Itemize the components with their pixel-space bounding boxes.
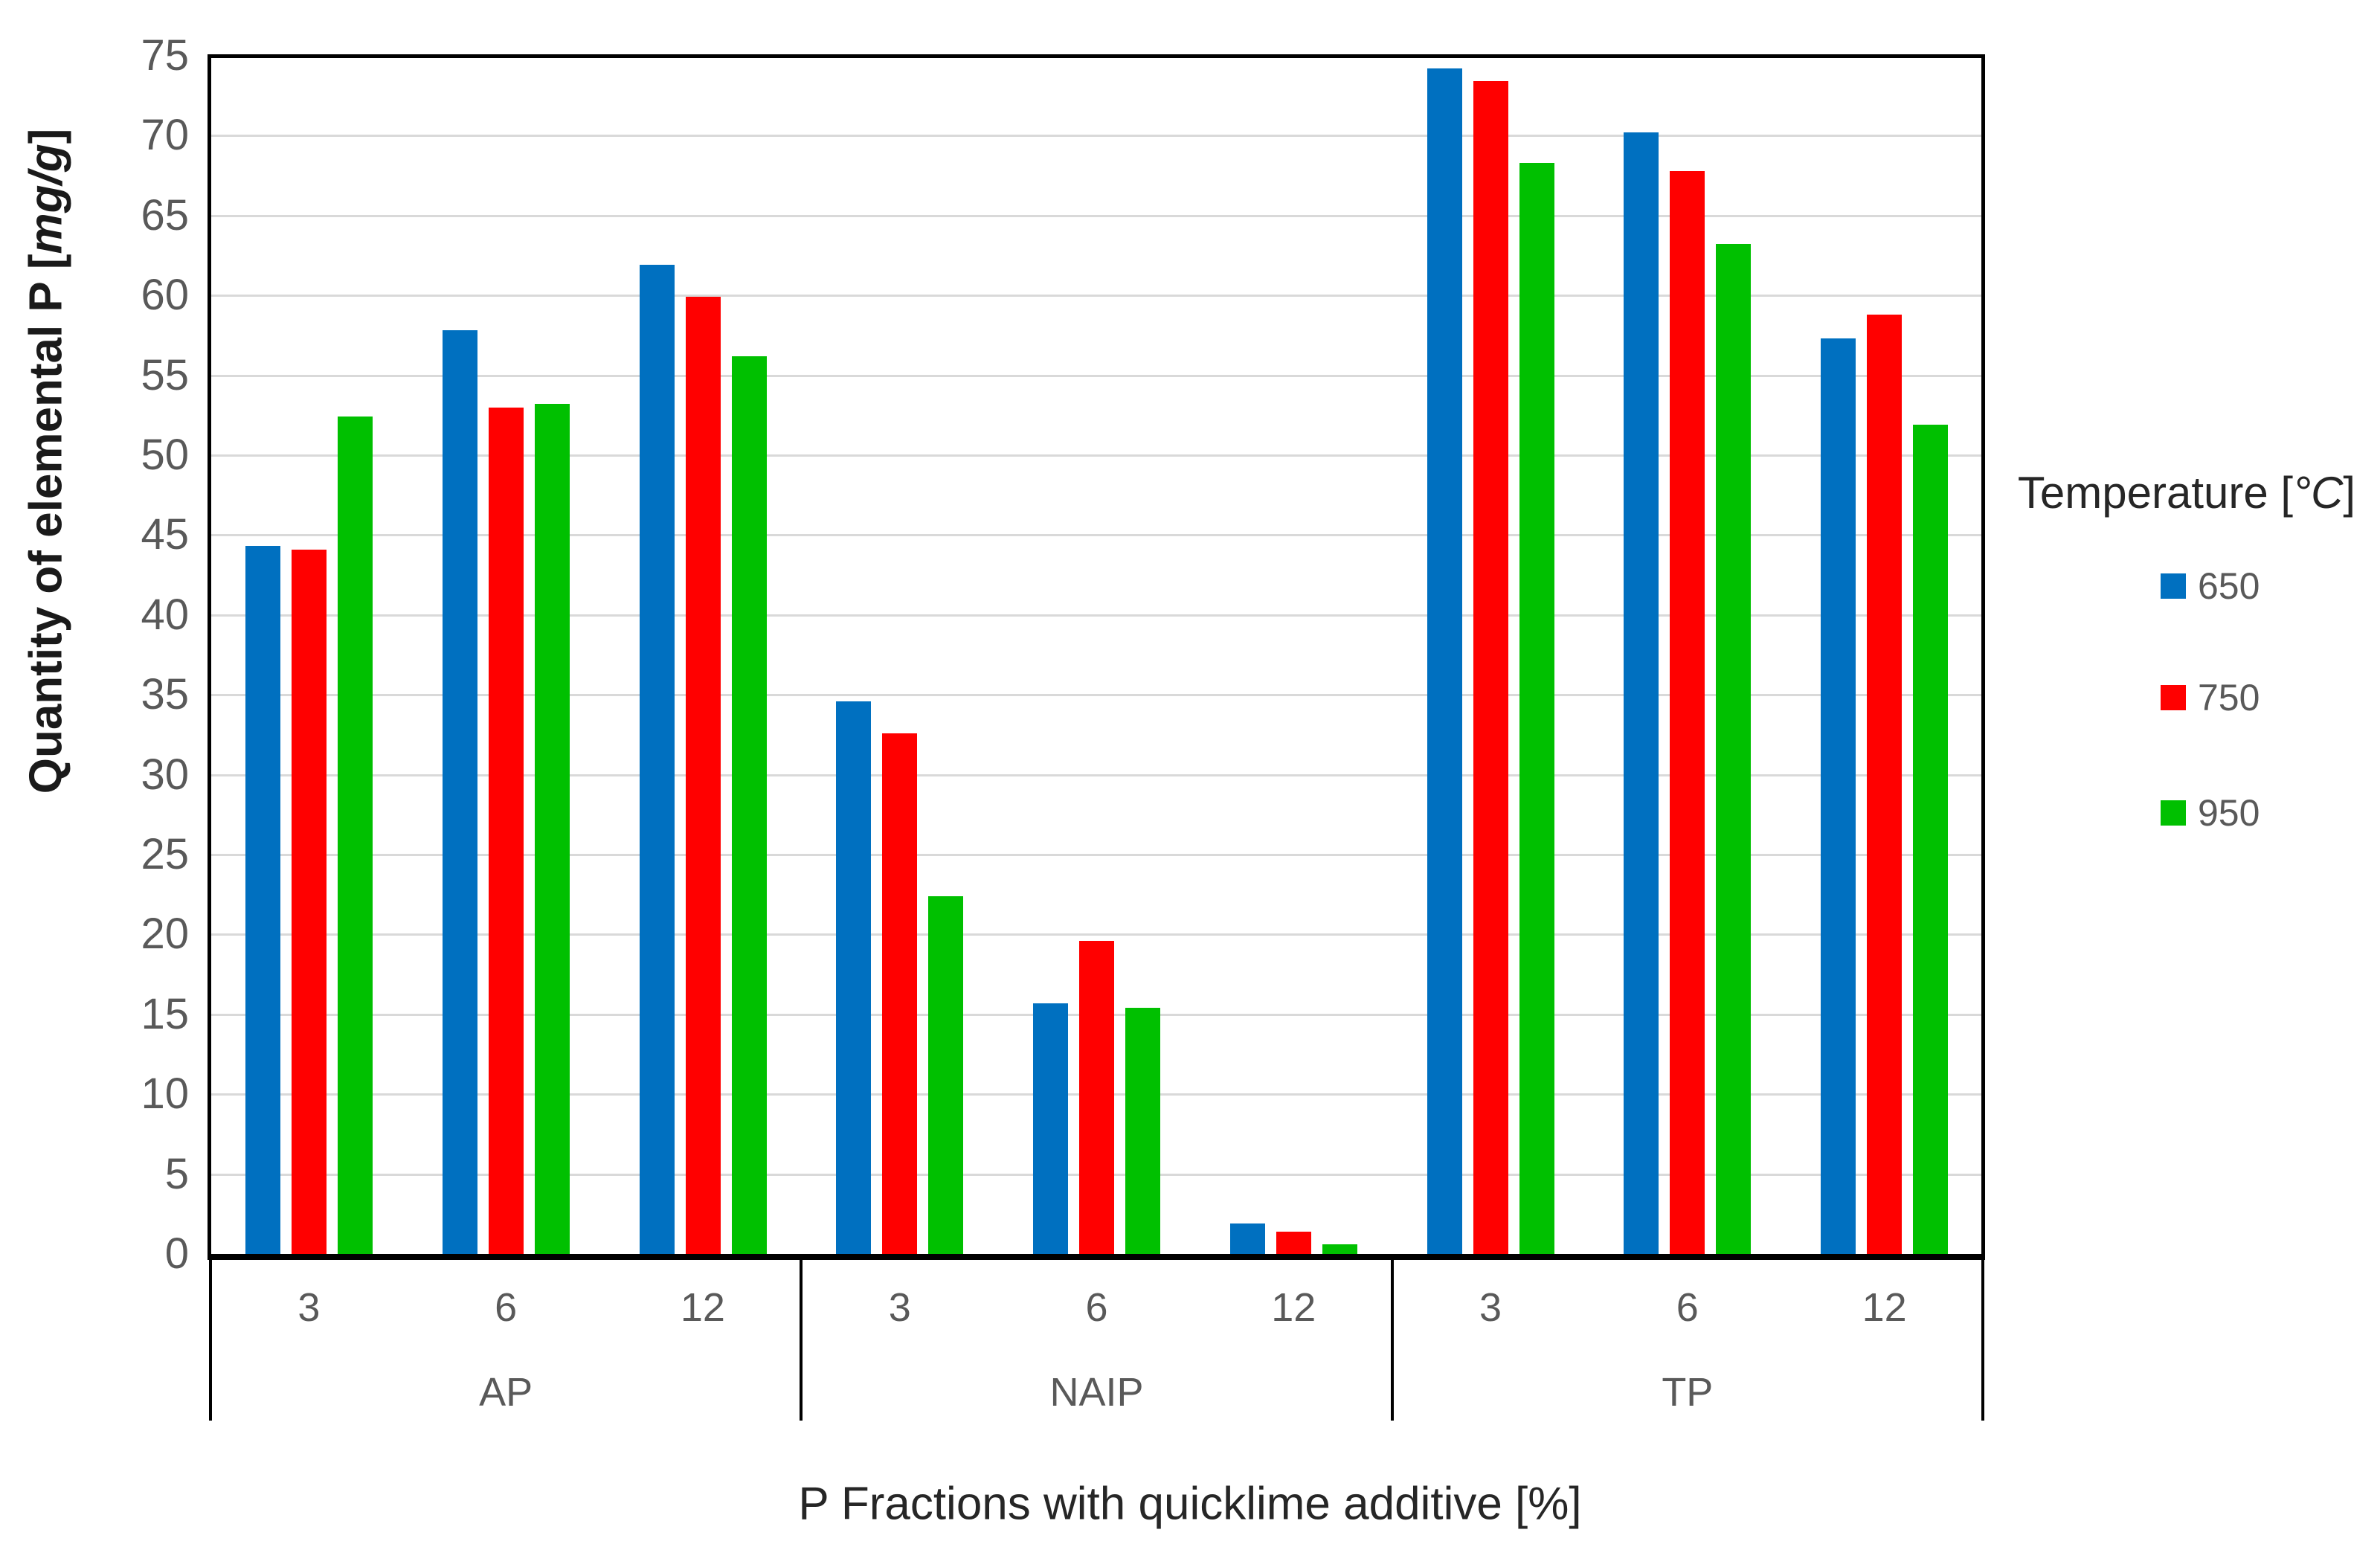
x-axis-line (208, 1254, 1985, 1260)
y-tick-label-40: 40 (141, 590, 189, 639)
legend-item-750: 750 (2161, 679, 2260, 716)
x-category-label-NAIP-3: 3 (888, 1285, 911, 1330)
y-tick-label-45: 45 (141, 510, 189, 559)
bar-NAIP-6-950 (1125, 1008, 1161, 1254)
bar-TP-6-650 (1624, 132, 1659, 1254)
x-category-label-AP-6: 6 (495, 1285, 518, 1330)
y-tick-label-30: 30 (141, 750, 189, 799)
gridline-65 (210, 214, 1983, 217)
category-divider-3 (800, 1254, 803, 1421)
bar-NAIP-12-650 (1229, 1223, 1265, 1254)
gridline-35 (210, 694, 1983, 697)
bar-NAIP-6-750 (1079, 940, 1115, 1254)
bar-TP-3-750 (1473, 81, 1508, 1254)
bar-TP-3-650 (1427, 68, 1462, 1254)
x-group-label-TP: TP (1662, 1370, 1714, 1415)
bar-NAIP-3-650 (836, 701, 872, 1254)
legend-swatch-750 (2161, 685, 2186, 710)
x-category-label-TP-3: 3 (1479, 1285, 1502, 1330)
y-tick-label-65: 65 (141, 190, 189, 239)
y-tick-label-60: 60 (141, 271, 189, 320)
category-divider-0 (209, 1254, 212, 1421)
bar-AP-6-950 (534, 404, 570, 1254)
bar-AP-12-650 (639, 265, 675, 1254)
bar-NAIP-12-750 (1276, 1231, 1311, 1254)
y-tick-label-25: 25 (141, 830, 189, 878)
bar-NAIP-3-750 (882, 733, 918, 1254)
plot-border-top (208, 54, 1985, 58)
bar-AP-3-650 (245, 546, 280, 1254)
y-tick-label-75: 75 (141, 31, 189, 80)
bar-AP-6-750 (488, 407, 524, 1254)
gridline-40 (210, 614, 1983, 617)
y-tick-label-50: 50 (141, 431, 189, 479)
x-group-label-NAIP: NAIP (1049, 1370, 1144, 1415)
bar-AP-6-650 (442, 330, 477, 1254)
bar-AP-12-950 (731, 356, 767, 1254)
legend-label-650: 650 (2198, 565, 2260, 607)
bar-TP-6-750 (1670, 170, 1705, 1254)
gridline-25 (210, 854, 1983, 856)
gridline-70 (210, 135, 1983, 138)
x-category-label-AP-12: 12 (680, 1285, 725, 1330)
x-category-label-NAIP-6: 6 (1085, 1285, 1108, 1330)
bar-NAIP-3-950 (928, 895, 964, 1254)
legend-label-750: 750 (2198, 677, 2260, 718)
y-tick-label-35: 35 (141, 670, 189, 719)
gridline-30 (210, 774, 1983, 776)
bar-TP-12-750 (1867, 314, 1903, 1254)
bar-AP-3-950 (338, 417, 373, 1254)
gridline-20 (210, 933, 1983, 936)
y-tick-label-5: 5 (164, 1149, 189, 1198)
y-tick-label-15: 15 (141, 989, 189, 1038)
bar-NAIP-12-950 (1322, 1244, 1357, 1254)
plot-border-left (208, 54, 211, 1257)
legend-swatch-950 (2161, 800, 2186, 826)
y-tick-label-10: 10 (141, 1070, 189, 1119)
legend-swatch-650 (2161, 573, 2186, 599)
bar-TP-12-950 (1913, 425, 1949, 1254)
y-tick-label-55: 55 (141, 350, 189, 399)
legend-item-950: 950 (2161, 794, 2260, 832)
x-group-label-AP: AP (479, 1370, 533, 1415)
legend-item-650: 650 (2161, 567, 2260, 605)
legend-title: Temperature [°C] (2017, 468, 2356, 518)
bar-AP-3-750 (292, 549, 327, 1254)
x-axis-title: P Fractions with quicklime additive [%] (798, 1478, 1582, 1530)
x-category-label-TP-12: 12 (1862, 1285, 1907, 1330)
bar-TP-6-950 (1716, 244, 1752, 1254)
plot-border-right (1981, 54, 1985, 1257)
bar-TP-3-950 (1519, 162, 1554, 1254)
x-category-label-NAIP-12: 12 (1271, 1285, 1316, 1330)
y-tick-label-0: 0 (164, 1229, 189, 1278)
category-divider-9 (1981, 1254, 1984, 1421)
x-category-label-AP-3: 3 (298, 1285, 321, 1330)
bar-AP-12-750 (685, 297, 721, 1254)
category-divider-6 (1390, 1254, 1394, 1421)
x-category-label-TP-6: 6 (1676, 1285, 1699, 1330)
gridline-45 (210, 534, 1983, 537)
gridline-55 (210, 374, 1983, 377)
legend-label-950: 950 (2198, 792, 2260, 834)
y-tick-label-70: 70 (141, 111, 189, 160)
bar-NAIP-6-650 (1033, 1003, 1069, 1254)
y-tick-label-20: 20 (141, 910, 189, 959)
bar-TP-12-650 (1821, 338, 1856, 1254)
gridline-60 (210, 295, 1983, 298)
gridline-50 (210, 454, 1983, 457)
